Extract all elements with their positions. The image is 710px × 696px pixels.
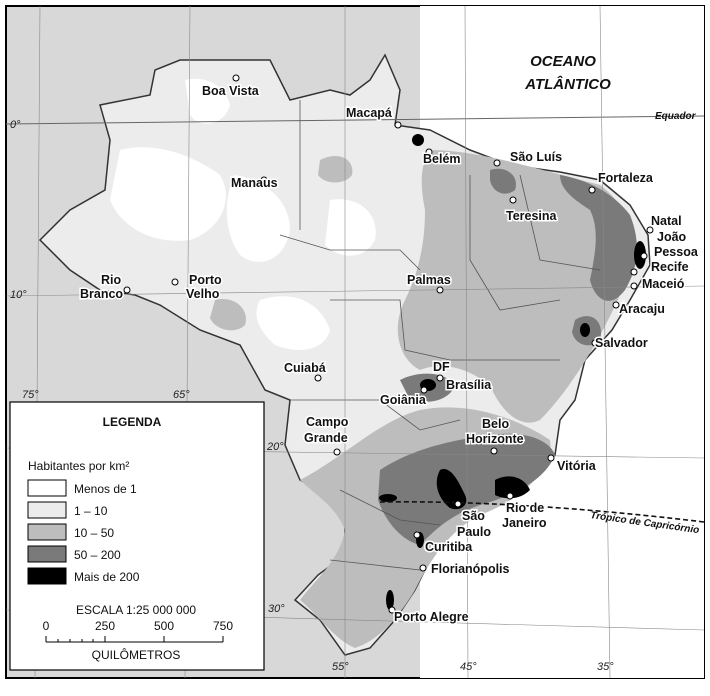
scale-tick-3: 750 bbox=[213, 619, 233, 633]
city-sao-paulo-1: São bbox=[462, 509, 485, 523]
legend-swatch-1 bbox=[27, 501, 67, 519]
legend-subtitle: Habitantes por km² bbox=[28, 459, 129, 473]
legend-label-4: Mais de 200 bbox=[74, 570, 140, 584]
legend-title: LEGENDA bbox=[103, 415, 162, 429]
city-joao-pessoa-1: João bbox=[657, 230, 687, 244]
scale-tick-0: 0 bbox=[43, 619, 50, 633]
city-aracaju: Aracaju bbox=[619, 302, 665, 316]
city-vitoria: Vitória bbox=[557, 459, 597, 473]
city-florianopolis: Florianópolis bbox=[431, 562, 510, 576]
city-brasilia: Brasília bbox=[446, 378, 492, 392]
city-porto-velho-2: Velho bbox=[186, 287, 220, 301]
legend-label-2: 10 – 50 bbox=[74, 526, 114, 540]
lat-30-label: 30° bbox=[268, 603, 285, 615]
city-macapa: Macapá bbox=[346, 106, 392, 120]
city-recife: Recife bbox=[651, 260, 689, 274]
city-porto-alegre: Porto Alegre bbox=[394, 610, 469, 624]
density-over-200 bbox=[379, 134, 646, 610]
lon-45-label: 45° bbox=[460, 661, 477, 673]
lat-10-label: 10° bbox=[10, 289, 27, 301]
city-fortaleza: Fortaleza bbox=[598, 171, 654, 185]
equator-line bbox=[5, 115, 705, 125]
city-palmas: Palmas bbox=[407, 273, 451, 287]
equator-label: Equador bbox=[655, 111, 697, 122]
scale-title: ESCALA 1:25 000 000 bbox=[76, 603, 196, 617]
ocean-label-1: OCEANO bbox=[530, 53, 596, 70]
legend-swatch-3 bbox=[27, 545, 67, 563]
city-cuiaba: Cuiabá bbox=[284, 361, 326, 375]
city-curitiba: Curitiba bbox=[425, 540, 473, 554]
city-goiania: Goiânia bbox=[380, 393, 427, 407]
city-boa-vista: Boa Vista bbox=[202, 84, 260, 98]
tropic-line bbox=[379, 501, 705, 523]
city-natal: Natal bbox=[651, 214, 682, 228]
scale-tick-2: 500 bbox=[154, 619, 174, 633]
lat-0-label: 0° bbox=[10, 119, 21, 131]
lon-55-label: 55° bbox=[332, 661, 349, 673]
city-campo-grande-2: Grande bbox=[304, 431, 348, 445]
city-rio-de-janeiro-2: Janeiro bbox=[502, 516, 547, 530]
scale-unit: QUILÔMETROS bbox=[92, 647, 181, 662]
city-manaus: Manaus bbox=[231, 176, 278, 190]
state-boundaries bbox=[279, 100, 601, 571]
city-maceio: Maceió bbox=[642, 277, 685, 291]
city-sao-paulo-2: Paulo bbox=[457, 525, 491, 539]
legend-swatch-4 bbox=[27, 567, 67, 585]
scale-tick-1: 250 bbox=[95, 619, 115, 633]
city-markers bbox=[123, 74, 654, 614]
city-teresina: Teresina bbox=[506, 209, 558, 223]
legend: LEGENDA Habitantes por km² Menos de 1 1 … bbox=[9, 401, 265, 671]
lon-65-label: 65° bbox=[173, 389, 190, 401]
legend-swatch-2 bbox=[27, 523, 67, 541]
city-porto-velho-1: Porto bbox=[189, 273, 222, 287]
density-under-1 bbox=[110, 78, 376, 350]
lon-35-label: 35° bbox=[597, 661, 614, 673]
city-campo-grande-1: Campo bbox=[306, 415, 349, 429]
city-belem: Belém bbox=[423, 152, 461, 166]
scale-bar bbox=[45, 636, 224, 643]
ocean-label-2: ATLÂNTICO bbox=[524, 75, 611, 93]
lon-75-label: 75° bbox=[22, 389, 39, 401]
legend-label-3: 50 – 200 bbox=[74, 548, 121, 562]
legend-label-0: Menos de 1 bbox=[74, 482, 137, 496]
legend-label-1: 1 – 10 bbox=[74, 504, 108, 518]
city-belo-horizonte-1: Belo bbox=[482, 417, 509, 431]
city-sao-luis: São Luís bbox=[510, 150, 562, 164]
city-belo-horizonte-2: Horizonte bbox=[466, 432, 524, 446]
city-df: DF bbox=[433, 360, 450, 374]
lat-20-label: 20° bbox=[266, 441, 284, 453]
city-rio-branco-2: Branco bbox=[80, 287, 123, 301]
city-rio-branco-1: Rio bbox=[101, 273, 122, 287]
city-salvador: Salvador bbox=[595, 336, 648, 350]
city-joao-pessoa-2: Pessoa bbox=[654, 245, 699, 259]
city-rio-de-janeiro-1: Rio de bbox=[506, 501, 544, 515]
graticule bbox=[5, 5, 705, 679]
legend-swatch-0 bbox=[27, 479, 67, 497]
